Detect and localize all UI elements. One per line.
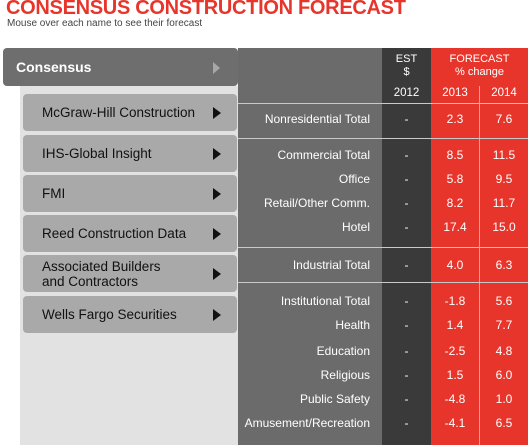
- group-divider: [238, 282, 528, 283]
- forecast-2013-cell: 1.5: [446, 368, 464, 382]
- row-label: Health: [335, 318, 370, 332]
- forecast-2014-cell: 6.5: [495, 416, 513, 430]
- forecast-2013-cell: 8.5: [446, 148, 464, 162]
- row-label: Nonresidential Total: [264, 112, 370, 126]
- chevron-right-icon: [213, 62, 220, 74]
- forecast-2013-cell: 1.4: [446, 318, 464, 332]
- source-button-mcgraw-hill[interactable]: McGraw-Hill Construction: [23, 94, 237, 131]
- play-arrow-icon: [213, 148, 221, 160]
- header-divider: [238, 103, 528, 104]
- play-arrow-icon: [213, 268, 221, 280]
- est-header-line1: EST: [395, 53, 418, 65]
- forecast-2014-cell: 5.6: [495, 294, 513, 308]
- forecast-2013-cell: -1.8: [444, 294, 466, 308]
- row-label: Institutional Total: [280, 294, 370, 308]
- forecast-2013-cell: 2.3: [446, 112, 464, 126]
- row-label: Commercial Total: [277, 148, 370, 162]
- group-divider: [238, 247, 528, 248]
- source-button-associated-builders[interactable]: Associated Builders and Contractors: [23, 255, 237, 292]
- forecast-header: FORECAST % change: [431, 53, 528, 79]
- forecast-2013-cell: 5.8: [446, 172, 464, 186]
- source-button-ihs-global-insight[interactable]: IHS-Global Insight: [23, 135, 237, 172]
- forecast-2013-cell: -4.8: [444, 392, 466, 406]
- year-header-2013: 2013: [442, 87, 468, 99]
- play-arrow-icon: [213, 228, 221, 240]
- forecast-2013-cell: 17.4: [443, 220, 467, 234]
- forecast-2014-cell: 6.3: [495, 258, 513, 272]
- forecast-2014-cell: 4.8: [495, 344, 513, 358]
- forecast-2014-cell: 7.7: [495, 318, 513, 332]
- page-subtitle: Mouse over each name to see their foreca…: [7, 18, 203, 29]
- source-label: Reed Construction Data: [42, 226, 187, 241]
- source-label: Associated Builders and Contractors: [42, 258, 161, 289]
- est-2012-cell: -: [404, 368, 409, 382]
- play-arrow-icon: [213, 107, 221, 119]
- source-button-wells-fargo[interactable]: Wells Fargo Securities: [23, 296, 237, 333]
- row-label: Office: [338, 172, 370, 186]
- row-label: Hotel: [341, 220, 370, 234]
- est-2012-cell: -: [404, 392, 409, 406]
- forecast-2013-cell: 4.0: [446, 258, 464, 272]
- row-label: Education: [316, 344, 370, 358]
- row-label: Public Safety: [299, 392, 370, 406]
- source-label: McGraw-Hill Construction: [42, 105, 196, 120]
- source-button-fmi[interactable]: FMI: [23, 175, 237, 212]
- category-column: [238, 48, 382, 445]
- est-2012-cell: -: [404, 258, 409, 272]
- est-header: EST $: [382, 53, 431, 79]
- play-arrow-icon: [213, 188, 221, 200]
- est-2012-cell: -: [404, 220, 409, 234]
- forecast-2014-cell: 11.7: [492, 196, 516, 210]
- est-2012-cell: -: [404, 344, 409, 358]
- est-2012-cell: -: [404, 294, 409, 308]
- year-header-2012: 2012: [393, 87, 420, 99]
- source-label: IHS-Global Insight: [42, 146, 152, 161]
- consensus-button[interactable]: Consensus: [3, 48, 238, 86]
- row-label: Retail/Other Comm.: [263, 196, 370, 210]
- forecast-header-line2: % change: [455, 66, 504, 78]
- forecast-2014-cell: 11.5: [492, 148, 516, 162]
- forecast-2014-cell: 9.5: [495, 172, 513, 186]
- forecast-header-line1: FORECAST: [449, 53, 510, 65]
- forecast-2014-cell: 1.0: [495, 392, 513, 406]
- est-2012-cell: -: [404, 172, 409, 186]
- year-header-2014: 2014: [491, 87, 517, 99]
- source-button-reed-construction-data[interactable]: Reed Construction Data: [23, 215, 237, 252]
- forecast-2014-cell: 7.6: [495, 112, 513, 126]
- forecast-2013-cell: -2.5: [444, 344, 466, 358]
- forecast-2013-cell: -4.1: [444, 416, 466, 430]
- group-divider: [238, 138, 528, 139]
- est-2012-cell: -: [404, 112, 409, 126]
- row-label: Religious: [320, 368, 370, 382]
- row-label: Amusement/Recreation: [244, 416, 370, 430]
- source-label: FMI: [42, 186, 66, 201]
- forecast-2014-cell: 15.0: [492, 220, 516, 234]
- forecast-year-divider: [479, 86, 480, 445]
- consensus-label: Consensus: [16, 59, 92, 75]
- estimate-column: [382, 48, 431, 445]
- row-label: Industrial Total: [292, 258, 370, 272]
- est-2012-cell: -: [404, 148, 409, 162]
- source-label: Wells Fargo Securities: [42, 307, 177, 322]
- forecast-2013-cell: 8.2: [446, 196, 464, 210]
- page-title: CONSENSUS CONSTRUCTION FORECAST: [6, 0, 406, 19]
- est-2012-cell: -: [404, 196, 409, 210]
- est-2012-cell: -: [404, 416, 409, 430]
- play-arrow-icon: [213, 309, 221, 321]
- forecast-2014-cell: 6.0: [495, 368, 513, 382]
- est-2012-cell: -: [404, 318, 409, 332]
- est-header-line2: $: [403, 66, 410, 78]
